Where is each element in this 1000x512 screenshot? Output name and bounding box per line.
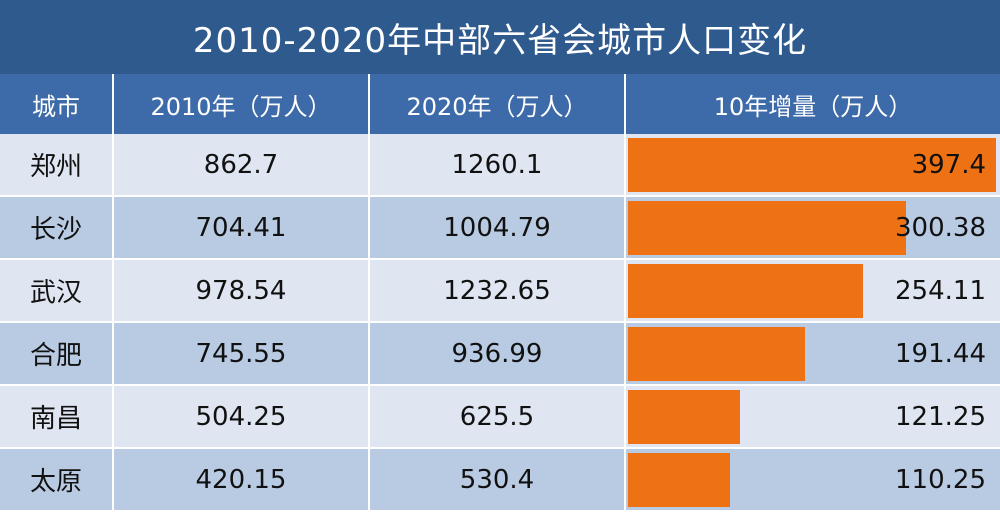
- value-2020-cell: 1232.65: [370, 260, 626, 321]
- increase-cell: 397.4: [626, 134, 1000, 195]
- table-row: 郑州 862.7 1260.1 397.4: [0, 134, 1000, 197]
- table-row: 南昌 504.25 625.5 121.25: [0, 386, 1000, 449]
- increase-label: 191.44: [895, 338, 986, 369]
- table-row: 武汉 978.54 1232.65 254.11: [0, 260, 1000, 323]
- table-row: 长沙 704.41 1004.79 300.38: [0, 197, 1000, 260]
- city-cell: 太原: [0, 449, 114, 510]
- increase-bar: [628, 327, 805, 381]
- increase-bar: [628, 453, 730, 507]
- table-header: 城市 2010年（万人） 2020年（万人） 10年增量（万人）: [0, 74, 1000, 134]
- value-2020-cell: 1004.79: [370, 197, 626, 258]
- header-city: 城市: [0, 74, 114, 134]
- city-cell: 武汉: [0, 260, 114, 321]
- value-2010-cell: 978.54: [114, 260, 370, 321]
- value-2020-cell: 530.4: [370, 449, 626, 510]
- increase-bar: [628, 138, 996, 192]
- city-cell: 南昌: [0, 386, 114, 447]
- value-2010-cell: 704.41: [114, 197, 370, 258]
- city-cell: 郑州: [0, 134, 114, 195]
- increase-bar: [628, 264, 863, 318]
- table-body: 郑州 862.7 1260.1 397.4 长沙 704.41 1004.79 300.38 武…: [0, 134, 1000, 512]
- increase-label: 254.11: [895, 275, 986, 306]
- increase-cell: 191.44: [626, 323, 1000, 384]
- city-cell: 合肥: [0, 323, 114, 384]
- increase-label: 110.25: [895, 464, 986, 495]
- header-increase: 10年增量（万人）: [713, 92, 913, 121]
- increase-bar: [628, 201, 906, 255]
- increase-cell: 110.25: [626, 449, 1000, 510]
- value-2020-cell: 1260.1: [370, 134, 626, 195]
- increase-label: 397.4: [911, 149, 986, 180]
- increase-bar: [628, 390, 740, 444]
- value-2010-cell: 420.15: [114, 449, 370, 510]
- value-2020-cell: 936.99: [370, 323, 626, 384]
- table-row: 合肥 745.55 936.99 191.44: [0, 323, 1000, 386]
- increase-label: 300.38: [895, 212, 986, 243]
- value-2010-cell: 862.7: [114, 134, 370, 195]
- increase-cell: 254.11: [626, 260, 1000, 321]
- value-2010-cell: 504.25: [114, 386, 370, 447]
- table-row: 太原 420.15 530.4 110.25: [0, 449, 1000, 512]
- header-2010: 2010年（万人）: [114, 74, 370, 134]
- value-2010-cell: 745.55: [114, 323, 370, 384]
- value-2020-cell: 625.5: [370, 386, 626, 447]
- increase-cell: 300.38: [626, 197, 1000, 258]
- chart-title: 2010-2020年中部六省会城市人口变化: [0, 0, 1000, 74]
- increase-cell: 121.25: [626, 386, 1000, 447]
- city-cell: 长沙: [0, 197, 114, 258]
- header-2020: 2020年（万人）: [370, 74, 626, 134]
- increase-label: 121.25: [895, 401, 986, 432]
